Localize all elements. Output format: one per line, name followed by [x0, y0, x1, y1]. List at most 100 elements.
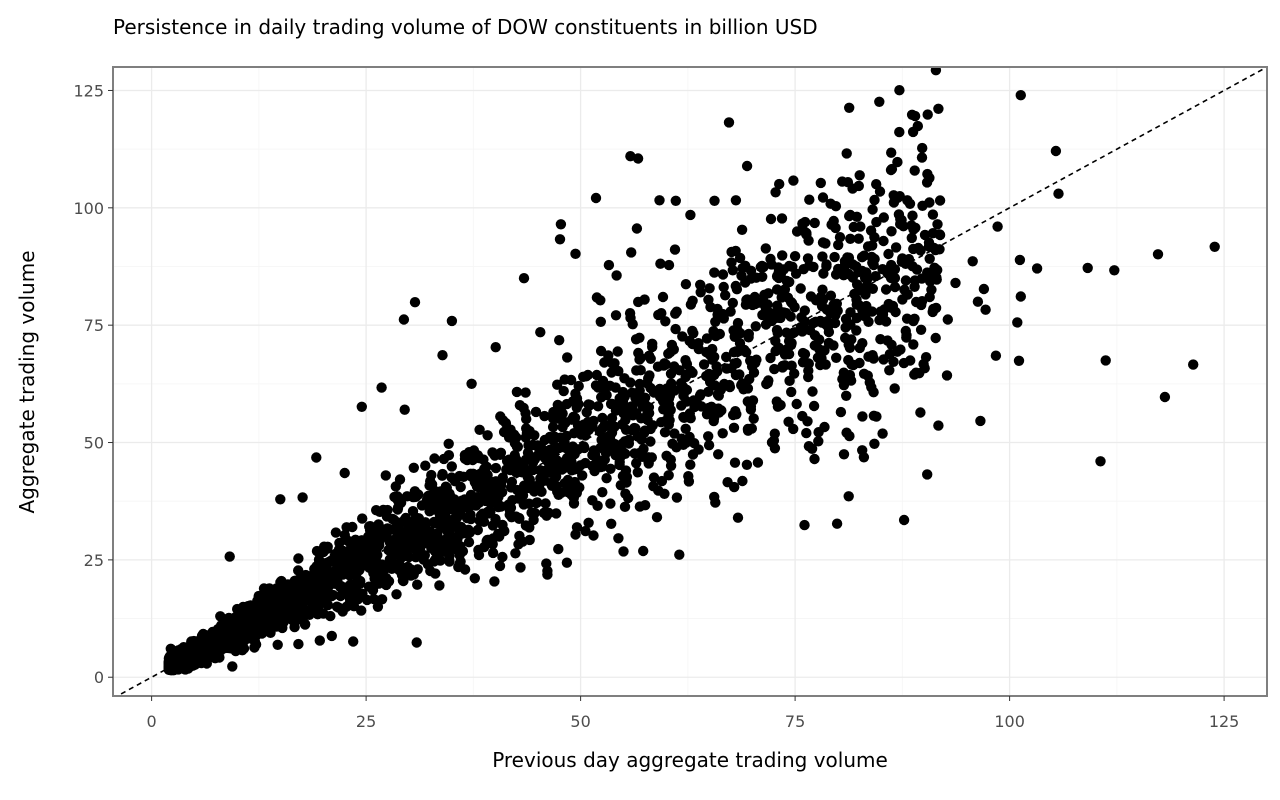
data-point — [773, 305, 784, 316]
data-point — [455, 481, 466, 493]
data-point — [341, 522, 352, 533]
data-point — [311, 576, 322, 588]
data-point — [363, 531, 374, 542]
data-point — [632, 153, 644, 164]
data-point — [333, 550, 345, 562]
data-point — [626, 247, 637, 258]
data-point — [886, 163, 898, 175]
data-point — [730, 406, 741, 417]
data-point — [514, 530, 525, 542]
data-point — [610, 310, 622, 321]
data-point — [559, 432, 570, 444]
data-point — [505, 424, 516, 435]
data-point — [631, 223, 643, 234]
data-point — [734, 252, 746, 264]
data-point — [727, 297, 738, 309]
data-point — [845, 233, 856, 244]
data-point — [680, 279, 692, 290]
data-point — [603, 259, 615, 271]
data-point — [632, 467, 643, 478]
data-point — [795, 283, 806, 294]
data-point — [666, 378, 677, 389]
data-point — [917, 200, 928, 211]
data-point — [832, 305, 843, 316]
data-point — [916, 296, 928, 307]
data-point — [784, 260, 795, 272]
data-point — [1082, 262, 1093, 274]
data-point — [990, 350, 1002, 361]
y-axis-title: Aggregate trading volume — [15, 250, 39, 513]
data-point — [371, 505, 382, 516]
data-point — [605, 463, 616, 474]
data-point — [851, 261, 862, 272]
data-point — [797, 347, 809, 359]
data-point — [215, 611, 226, 622]
data-point — [620, 415, 631, 426]
data-point — [799, 216, 811, 228]
data-point — [411, 637, 422, 648]
data-point — [657, 291, 669, 303]
data-point — [511, 454, 522, 465]
data-point — [368, 581, 379, 592]
x-tick-label: 125 — [1209, 712, 1240, 731]
data-point — [879, 304, 890, 315]
data-point — [1013, 355, 1025, 366]
data-point — [717, 269, 729, 280]
data-points — [163, 67, 1220, 676]
data-point — [351, 586, 362, 597]
data-point — [580, 430, 591, 441]
data-point — [663, 259, 675, 271]
data-point — [817, 284, 828, 295]
data-point — [429, 453, 440, 464]
data-point — [413, 489, 424, 500]
data-point — [1031, 263, 1043, 274]
data-point — [634, 378, 645, 390]
data-point — [922, 469, 933, 480]
data-point — [232, 603, 243, 615]
data-point — [471, 492, 483, 503]
data-point — [399, 404, 410, 415]
data-point — [833, 239, 844, 251]
data-point — [409, 297, 421, 308]
data-point — [703, 440, 715, 451]
data-point — [908, 339, 919, 350]
data-point — [927, 209, 939, 220]
data-point — [709, 195, 720, 206]
data-point — [383, 523, 394, 535]
data-point — [930, 332, 941, 344]
data-point — [760, 243, 771, 254]
data-point — [372, 601, 384, 612]
data-point — [597, 487, 608, 498]
data-point — [391, 589, 402, 600]
data-point — [553, 489, 564, 500]
data-point — [356, 605, 367, 616]
data-point — [275, 494, 286, 505]
data-point — [592, 401, 604, 412]
data-point — [911, 264, 923, 275]
data-point — [443, 438, 454, 449]
x-tick-label: 25 — [356, 712, 376, 731]
data-point — [663, 470, 674, 481]
data-point — [539, 410, 550, 422]
data-point — [474, 469, 485, 481]
data-point — [875, 334, 886, 345]
data-point — [376, 559, 388, 570]
data-point — [299, 619, 311, 630]
data-point — [791, 398, 802, 410]
data-point — [553, 543, 564, 555]
data-point — [430, 490, 441, 501]
data-point — [643, 350, 655, 361]
data-point — [348, 636, 359, 647]
data-point — [648, 387, 660, 398]
data-point — [253, 590, 264, 602]
data-point — [514, 513, 525, 524]
data-point — [930, 67, 942, 76]
data-point — [565, 374, 577, 386]
data-point — [747, 395, 759, 406]
data-point — [828, 340, 839, 351]
data-point — [640, 500, 651, 511]
data-point — [857, 338, 868, 349]
data-point — [1095, 456, 1106, 467]
data-point — [877, 264, 888, 275]
data-point — [727, 265, 738, 276]
